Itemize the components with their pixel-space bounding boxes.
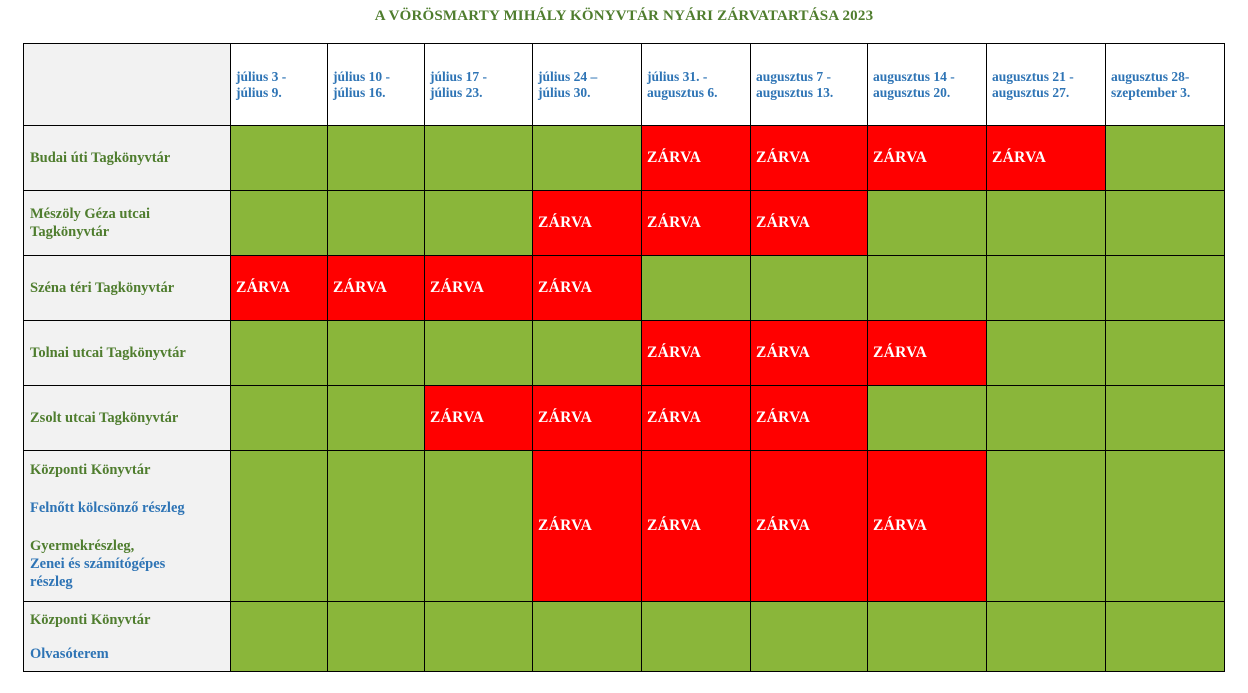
status-open [532,601,642,672]
status-open [424,190,533,256]
library-name: Központi Könyvtár Felnőtt kölcsönző rész… [23,450,231,602]
closure-schedule-table: július 3 - július 9. július 10 - július 16… [23,43,1225,672]
library-row: Központi Könyvtár Felnőtt kölcsönző rész… [23,450,1225,602]
status-open [986,190,1106,256]
status-closed: ZÁRVA [532,190,642,256]
status-open [1105,385,1225,451]
page-title: A VÖRÖSMARTY MIHÁLY KÖNYVTÁR NYÁRI ZÁRVA… [374,8,874,24]
library-row: Tolnai utcai Tagkönyvtár ZÁRVA ZÁRVA ZÁRVA [23,320,1225,386]
status-open [1105,450,1225,602]
status-open [1105,320,1225,386]
status-open [230,190,328,256]
week-header: július 24 – július 30. [532,43,642,126]
week-header: augusztus 28- szeptember 3. [1105,43,1225,126]
status-open [1105,125,1225,191]
library-row: Központi Könyvtár Olvasóterem [23,601,1225,672]
status-closed: ZÁRVA [750,450,868,602]
library-row: Zsolt utcai Tagkönyvtár ZÁRVA ZÁRVA ZÁRVA Z… [23,385,1225,451]
status-open [327,320,425,386]
status-closed: ZÁRVA [750,385,868,451]
status-closed: ZÁRVA [641,385,751,451]
status-closed: ZÁRVA [532,450,642,602]
library-name: Budai úti Tagkönyvtár [23,125,231,191]
status-closed: ZÁRVA [327,255,425,321]
status-open [424,125,533,191]
header-row: július 3 - július 9. július 10 - július 16… [23,43,1225,126]
status-open [327,190,425,256]
library-name: Széna téri Tagkönyvtár [23,255,231,321]
status-closed: ZÁRVA [867,450,987,602]
status-open [327,125,425,191]
week-header: július 17 - július 23. [424,43,533,126]
library-name: Tolnai utcai Tagkönyvtár [23,320,231,386]
week-header: július 31. - augusztus 6. [641,43,751,126]
library-name: Mészöly Géza utcai Tagkönyvtár [23,190,231,256]
status-open [327,385,425,451]
status-open [424,320,533,386]
status-open [641,255,751,321]
status-closed: ZÁRVA [750,320,868,386]
library-name: Központi Könyvtár Olvasóterem [23,601,231,672]
status-closed: ZÁRVA [867,125,987,191]
status-open [1105,190,1225,256]
status-open [1105,601,1225,672]
status-closed: ZÁRVA [986,125,1106,191]
status-closed: ZÁRVA [424,255,533,321]
status-open [230,385,328,451]
status-closed: ZÁRVA [641,450,751,602]
status-closed: ZÁRVA [424,385,533,451]
status-open [327,450,425,602]
library-row: Széna téri Tagkönyvtár ZÁRVA ZÁRVA ZÁRVA ZÁ… [23,255,1225,321]
status-closed: ZÁRVA [641,125,751,191]
status-open [230,320,328,386]
week-header: július 10 - július 16. [327,43,425,126]
status-open [641,601,751,672]
status-closed: ZÁRVA [532,385,642,451]
status-open [532,320,642,386]
status-open [750,255,868,321]
week-header: augusztus 7 - augusztus 13. [750,43,868,126]
status-open [867,190,987,256]
week-header: augusztus 14 - augusztus 20. [867,43,987,126]
status-open [867,601,987,672]
status-open [750,601,868,672]
library-name: Zsolt utcai Tagkönyvtár [23,385,231,451]
status-closed: ZÁRVA [230,255,328,321]
week-header: július 3 - július 9. [230,43,328,126]
status-closed: ZÁRVA [750,190,868,256]
status-closed: ZÁRVA [750,125,868,191]
status-open [867,385,987,451]
status-open [327,601,425,672]
status-closed: ZÁRVA [867,320,987,386]
status-open [230,601,328,672]
status-open [230,450,328,602]
status-open [867,255,987,321]
status-open [532,125,642,191]
status-closed: ZÁRVA [641,190,751,256]
status-open [1105,255,1225,321]
status-open [986,450,1106,602]
status-open [986,255,1106,321]
status-open [424,601,533,672]
library-row: Mészöly Géza utcai Tagkönyvtár ZÁRVA ZÁRVA… [23,190,1225,256]
header-corner [23,43,231,126]
status-open [986,320,1106,386]
status-closed: ZÁRVA [641,320,751,386]
status-open [986,601,1106,672]
week-header: augusztus 21 - augusztus 27. [986,43,1106,126]
status-open [986,385,1106,451]
library-row: Budai úti Tagkönyvtár ZÁRVA ZÁRVA ZÁRVA ZÁR… [23,125,1225,191]
status-open [230,125,328,191]
status-closed: ZÁRVA [532,255,642,321]
status-open [424,450,533,602]
